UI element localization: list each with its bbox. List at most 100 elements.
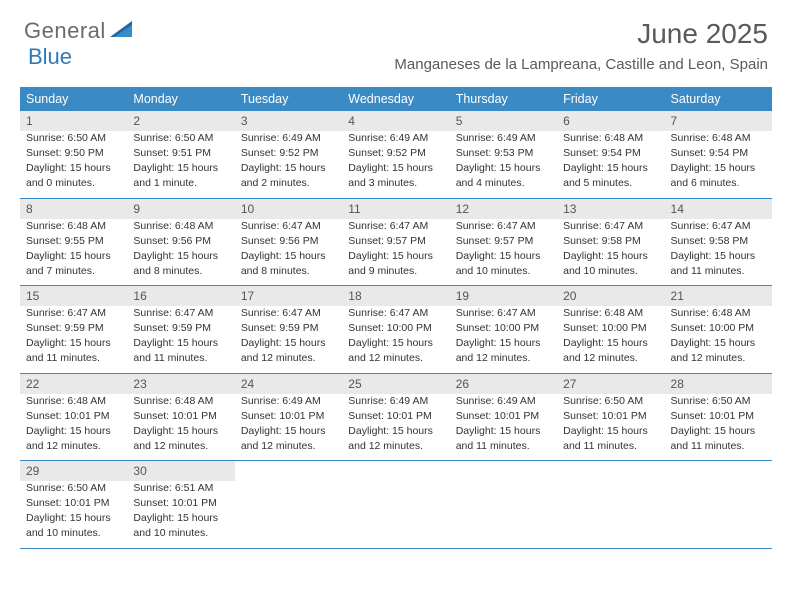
- sunrise-text: Sunrise: 6:47 AM: [235, 306, 342, 321]
- calendar-day: 22Sunrise: 6:48 AMSunset: 10:01 PMDaylig…: [20, 374, 127, 461]
- daylight-text: Daylight: 15 hours: [665, 336, 772, 351]
- sunrise-text: Sunrise: 6:48 AM: [127, 394, 234, 409]
- day-number: 21: [665, 286, 772, 306]
- sunset-text: Sunset: 10:01 PM: [20, 496, 127, 511]
- brand-part2: Blue: [28, 44, 72, 70]
- sunset-text: Sunset: 9:56 PM: [235, 234, 342, 249]
- day-number: [665, 461, 772, 467]
- daylight-text: and 12 minutes.: [20, 439, 127, 454]
- calendar-week: 22Sunrise: 6:48 AMSunset: 10:01 PMDaylig…: [20, 374, 772, 462]
- calendar: SundayMondayTuesdayWednesdayThursdayFrid…: [20, 87, 772, 549]
- calendar-day: 4Sunrise: 6:49 AMSunset: 9:52 PMDaylight…: [342, 111, 449, 198]
- day-number: 5: [450, 111, 557, 131]
- calendar-day: [235, 461, 342, 548]
- daylight-text: and 12 minutes.: [235, 351, 342, 366]
- daylight-text: Daylight: 15 hours: [235, 336, 342, 351]
- calendar-day: 2Sunrise: 6:50 AMSunset: 9:51 PMDaylight…: [127, 111, 234, 198]
- calendar-day: [665, 461, 772, 548]
- day-number: 24: [235, 374, 342, 394]
- sunset-text: Sunset: 10:01 PM: [665, 409, 772, 424]
- day-number: 28: [665, 374, 772, 394]
- sunrise-text: Sunrise: 6:50 AM: [20, 131, 127, 146]
- calendar-day: [342, 461, 449, 548]
- brand-logo: General: [24, 18, 138, 44]
- sunset-text: Sunset: 10:00 PM: [665, 321, 772, 336]
- calendar-day: 25Sunrise: 6:49 AMSunset: 10:01 PMDaylig…: [342, 374, 449, 461]
- sunrise-text: Sunrise: 6:49 AM: [450, 394, 557, 409]
- sunset-text: Sunset: 9:57 PM: [342, 234, 449, 249]
- calendar-day: 6Sunrise: 6:48 AMSunset: 9:54 PMDaylight…: [557, 111, 664, 198]
- sunrise-text: Sunrise: 6:47 AM: [20, 306, 127, 321]
- sunrise-text: Sunrise: 6:51 AM: [127, 481, 234, 496]
- calendar-day: 30Sunrise: 6:51 AMSunset: 10:01 PMDaylig…: [127, 461, 234, 548]
- sunrise-text: Sunrise: 6:49 AM: [450, 131, 557, 146]
- sunrise-text: Sunrise: 6:47 AM: [665, 219, 772, 234]
- daylight-text: and 12 minutes.: [665, 351, 772, 366]
- sunrise-text: Sunrise: 6:47 AM: [235, 219, 342, 234]
- day-number: 2: [127, 111, 234, 131]
- daylight-text: Daylight: 15 hours: [450, 336, 557, 351]
- brand-triangle-icon: [110, 19, 136, 44]
- daylight-text: and 10 minutes.: [450, 264, 557, 279]
- sunrise-text: Sunrise: 6:48 AM: [665, 131, 772, 146]
- sunrise-text: Sunrise: 6:49 AM: [342, 131, 449, 146]
- day-number: 12: [450, 199, 557, 219]
- day-number: 30: [127, 461, 234, 481]
- day-number: 18: [342, 286, 449, 306]
- day-number: 15: [20, 286, 127, 306]
- daylight-text: Daylight: 15 hours: [665, 161, 772, 176]
- day-number: 13: [557, 199, 664, 219]
- sunrise-text: Sunrise: 6:48 AM: [20, 394, 127, 409]
- daylight-text: Daylight: 15 hours: [20, 424, 127, 439]
- daylight-text: and 8 minutes.: [127, 264, 234, 279]
- calendar-day: 10Sunrise: 6:47 AMSunset: 9:56 PMDayligh…: [235, 199, 342, 286]
- sunset-text: Sunset: 9:51 PM: [127, 146, 234, 161]
- daylight-text: Daylight: 15 hours: [342, 336, 449, 351]
- calendar-day: 8Sunrise: 6:48 AMSunset: 9:55 PMDaylight…: [20, 199, 127, 286]
- daylight-text: and 7 minutes.: [20, 264, 127, 279]
- day-number: 27: [557, 374, 664, 394]
- brand-part1: General: [24, 18, 106, 44]
- day-number: 9: [127, 199, 234, 219]
- daylight-text: Daylight: 15 hours: [127, 249, 234, 264]
- daylight-text: and 11 minutes.: [665, 264, 772, 279]
- daylight-text: Daylight: 15 hours: [450, 424, 557, 439]
- calendar-week: 15Sunrise: 6:47 AMSunset: 9:59 PMDayligh…: [20, 286, 772, 374]
- daylight-text: and 8 minutes.: [235, 264, 342, 279]
- calendar-day: 27Sunrise: 6:50 AMSunset: 10:01 PMDaylig…: [557, 374, 664, 461]
- calendar-week: 1Sunrise: 6:50 AMSunset: 9:50 PMDaylight…: [20, 111, 772, 199]
- sunrise-text: Sunrise: 6:48 AM: [127, 219, 234, 234]
- calendar-day: 24Sunrise: 6:49 AMSunset: 10:01 PMDaylig…: [235, 374, 342, 461]
- daylight-text: and 12 minutes.: [127, 439, 234, 454]
- sunrise-text: Sunrise: 6:47 AM: [450, 219, 557, 234]
- calendar-day: 5Sunrise: 6:49 AMSunset: 9:53 PMDaylight…: [450, 111, 557, 198]
- day-number: 26: [450, 374, 557, 394]
- calendar-day: 7Sunrise: 6:48 AMSunset: 9:54 PMDaylight…: [665, 111, 772, 198]
- daylight-text: and 11 minutes.: [557, 439, 664, 454]
- sunrise-text: Sunrise: 6:47 AM: [450, 306, 557, 321]
- sunrise-text: Sunrise: 6:49 AM: [235, 131, 342, 146]
- sunset-text: Sunset: 9:57 PM: [450, 234, 557, 249]
- day-number: 14: [665, 199, 772, 219]
- daylight-text: and 11 minutes.: [665, 439, 772, 454]
- sunset-text: Sunset: 9:59 PM: [20, 321, 127, 336]
- sunrise-text: Sunrise: 6:47 AM: [557, 219, 664, 234]
- calendar-day: 16Sunrise: 6:47 AMSunset: 9:59 PMDayligh…: [127, 286, 234, 373]
- daylight-text: Daylight: 15 hours: [127, 161, 234, 176]
- sunrise-text: Sunrise: 6:47 AM: [342, 306, 449, 321]
- day-number: [235, 461, 342, 467]
- sunset-text: Sunset: 10:00 PM: [342, 321, 449, 336]
- daylight-text: Daylight: 15 hours: [342, 161, 449, 176]
- sunrise-text: Sunrise: 6:49 AM: [342, 394, 449, 409]
- calendar-day: 3Sunrise: 6:49 AMSunset: 9:52 PMDaylight…: [235, 111, 342, 198]
- daylight-text: and 5 minutes.: [557, 176, 664, 191]
- daylight-text: Daylight: 15 hours: [450, 249, 557, 264]
- calendar-day: [557, 461, 664, 548]
- calendar-day: 23Sunrise: 6:48 AMSunset: 10:01 PMDaylig…: [127, 374, 234, 461]
- sunrise-text: Sunrise: 6:50 AM: [557, 394, 664, 409]
- daylight-text: Daylight: 15 hours: [665, 249, 772, 264]
- calendar-day: 29Sunrise: 6:50 AMSunset: 10:01 PMDaylig…: [20, 461, 127, 548]
- daylight-text: and 12 minutes.: [235, 439, 342, 454]
- day-header: Thursday: [450, 87, 557, 111]
- day-number: 7: [665, 111, 772, 131]
